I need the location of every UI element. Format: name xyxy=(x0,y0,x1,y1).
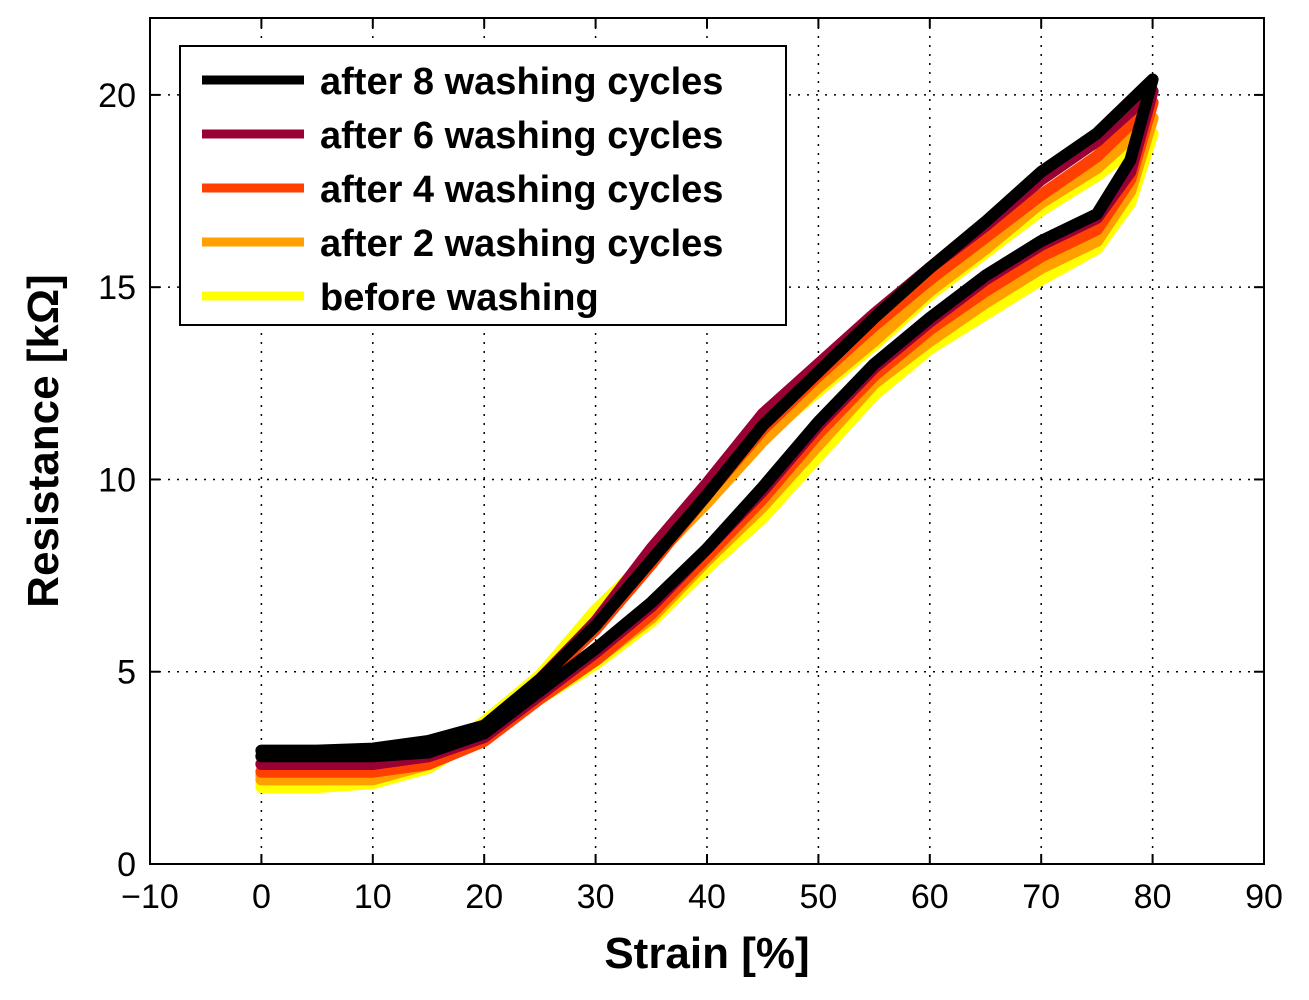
x-tick-label: 20 xyxy=(465,878,503,916)
axis-ticks xyxy=(149,18,1265,865)
x-tick-label: 30 xyxy=(577,878,615,916)
x-tick-label: 80 xyxy=(1134,878,1172,916)
x-tick-label: 70 xyxy=(1022,878,1060,916)
legend-label: after 8 washing cycles xyxy=(320,61,723,103)
legend-label: before washing xyxy=(320,277,599,319)
y-tick-label: 10 xyxy=(98,461,136,499)
y-tick-label: 20 xyxy=(98,77,136,115)
x-tick-label: −10 xyxy=(121,878,179,916)
y-tick-label: 15 xyxy=(98,269,136,307)
y-tick-label: 5 xyxy=(117,654,136,692)
legend-label: after 2 washing cycles xyxy=(320,223,723,265)
legend-label: after 4 washing cycles xyxy=(320,169,723,211)
x-tick-label: 10 xyxy=(354,878,392,916)
y-tick-labels: 0 5 10 15 20 xyxy=(98,77,136,884)
x-tick-label: 60 xyxy=(911,878,949,916)
x-axis-label: Strain [%] xyxy=(604,929,809,978)
y-tick-label: 0 xyxy=(117,846,136,884)
x-tick-labels: −10 0 10 20 30 40 50 60 70 80 90 xyxy=(121,878,1283,916)
y-axis-label: Resistance [kΩ] xyxy=(19,274,68,608)
x-tick-label: 90 xyxy=(1245,878,1283,916)
legend: after 8 washing cycles after 6 washing cy… xyxy=(179,45,787,326)
x-tick-label: 50 xyxy=(799,878,837,916)
legend-items: after 8 washing cycles after 6 washing cy… xyxy=(202,61,723,319)
x-tick-label: 40 xyxy=(688,878,726,916)
series-lines xyxy=(255,73,1159,794)
series-line xyxy=(255,73,1159,763)
x-tick-label: 0 xyxy=(252,878,271,916)
legend-label: after 6 washing cycles xyxy=(320,115,723,157)
